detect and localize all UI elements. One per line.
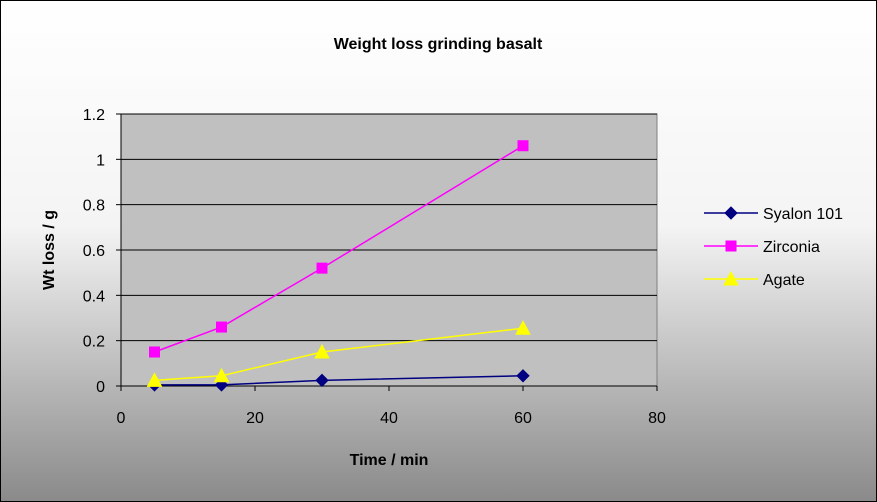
data-point bbox=[517, 140, 529, 152]
y-tick-labels: 0 0.2 0.4 0.6 0.8 1 1.2 bbox=[83, 107, 105, 396]
x-tick-label: 60 bbox=[514, 410, 532, 427]
x-tick-label: 40 bbox=[380, 410, 398, 427]
y-tick-label: 0 bbox=[96, 379, 105, 396]
y-axis-label: Wt loss / g bbox=[41, 210, 58, 290]
y-tick-label: 0.2 bbox=[83, 334, 105, 351]
legend-label: Zirconia bbox=[763, 239, 820, 256]
legend-marker bbox=[725, 240, 737, 252]
series-lines bbox=[154, 145, 524, 386]
chart-title: Weight loss grinding basalt bbox=[334, 36, 543, 53]
series-line bbox=[154, 327, 524, 382]
data-point bbox=[316, 262, 328, 274]
legend-marker bbox=[724, 206, 738, 220]
legend-label: Syalon 101 bbox=[763, 206, 843, 223]
y-tick-label: 1 bbox=[96, 152, 105, 169]
x-tick-label: 80 bbox=[648, 410, 666, 427]
legend: Syalon 101 Zirconia Agate bbox=[704, 206, 843, 289]
data-point bbox=[149, 346, 160, 358]
y-tick-label: 0.8 bbox=[83, 198, 105, 215]
x-tick-labels: 0 20 40 60 80 bbox=[117, 410, 666, 427]
data-point bbox=[146, 372, 163, 387]
series-line bbox=[154, 375, 524, 386]
y-tick-label: 0.6 bbox=[83, 243, 105, 260]
data-point bbox=[213, 367, 230, 383]
y-tick-label: 0.4 bbox=[83, 288, 105, 305]
y-tick-label: 1.2 bbox=[83, 107, 105, 124]
data-point bbox=[516, 369, 530, 383]
axes bbox=[116, 113, 658, 391]
x-tick-label: 20 bbox=[246, 410, 264, 427]
data-point bbox=[314, 343, 330, 359]
x-axis-label: Time / min bbox=[350, 452, 429, 469]
x-tick-label: 0 bbox=[117, 410, 126, 427]
series-line bbox=[154, 145, 524, 353]
legend-marker bbox=[723, 270, 739, 286]
gridlines bbox=[121, 113, 657, 342]
data-point bbox=[515, 320, 531, 335]
legend-label: Agate bbox=[763, 272, 805, 289]
data-markers bbox=[146, 140, 531, 392]
data-point bbox=[216, 321, 227, 333]
data-point bbox=[315, 373, 329, 388]
